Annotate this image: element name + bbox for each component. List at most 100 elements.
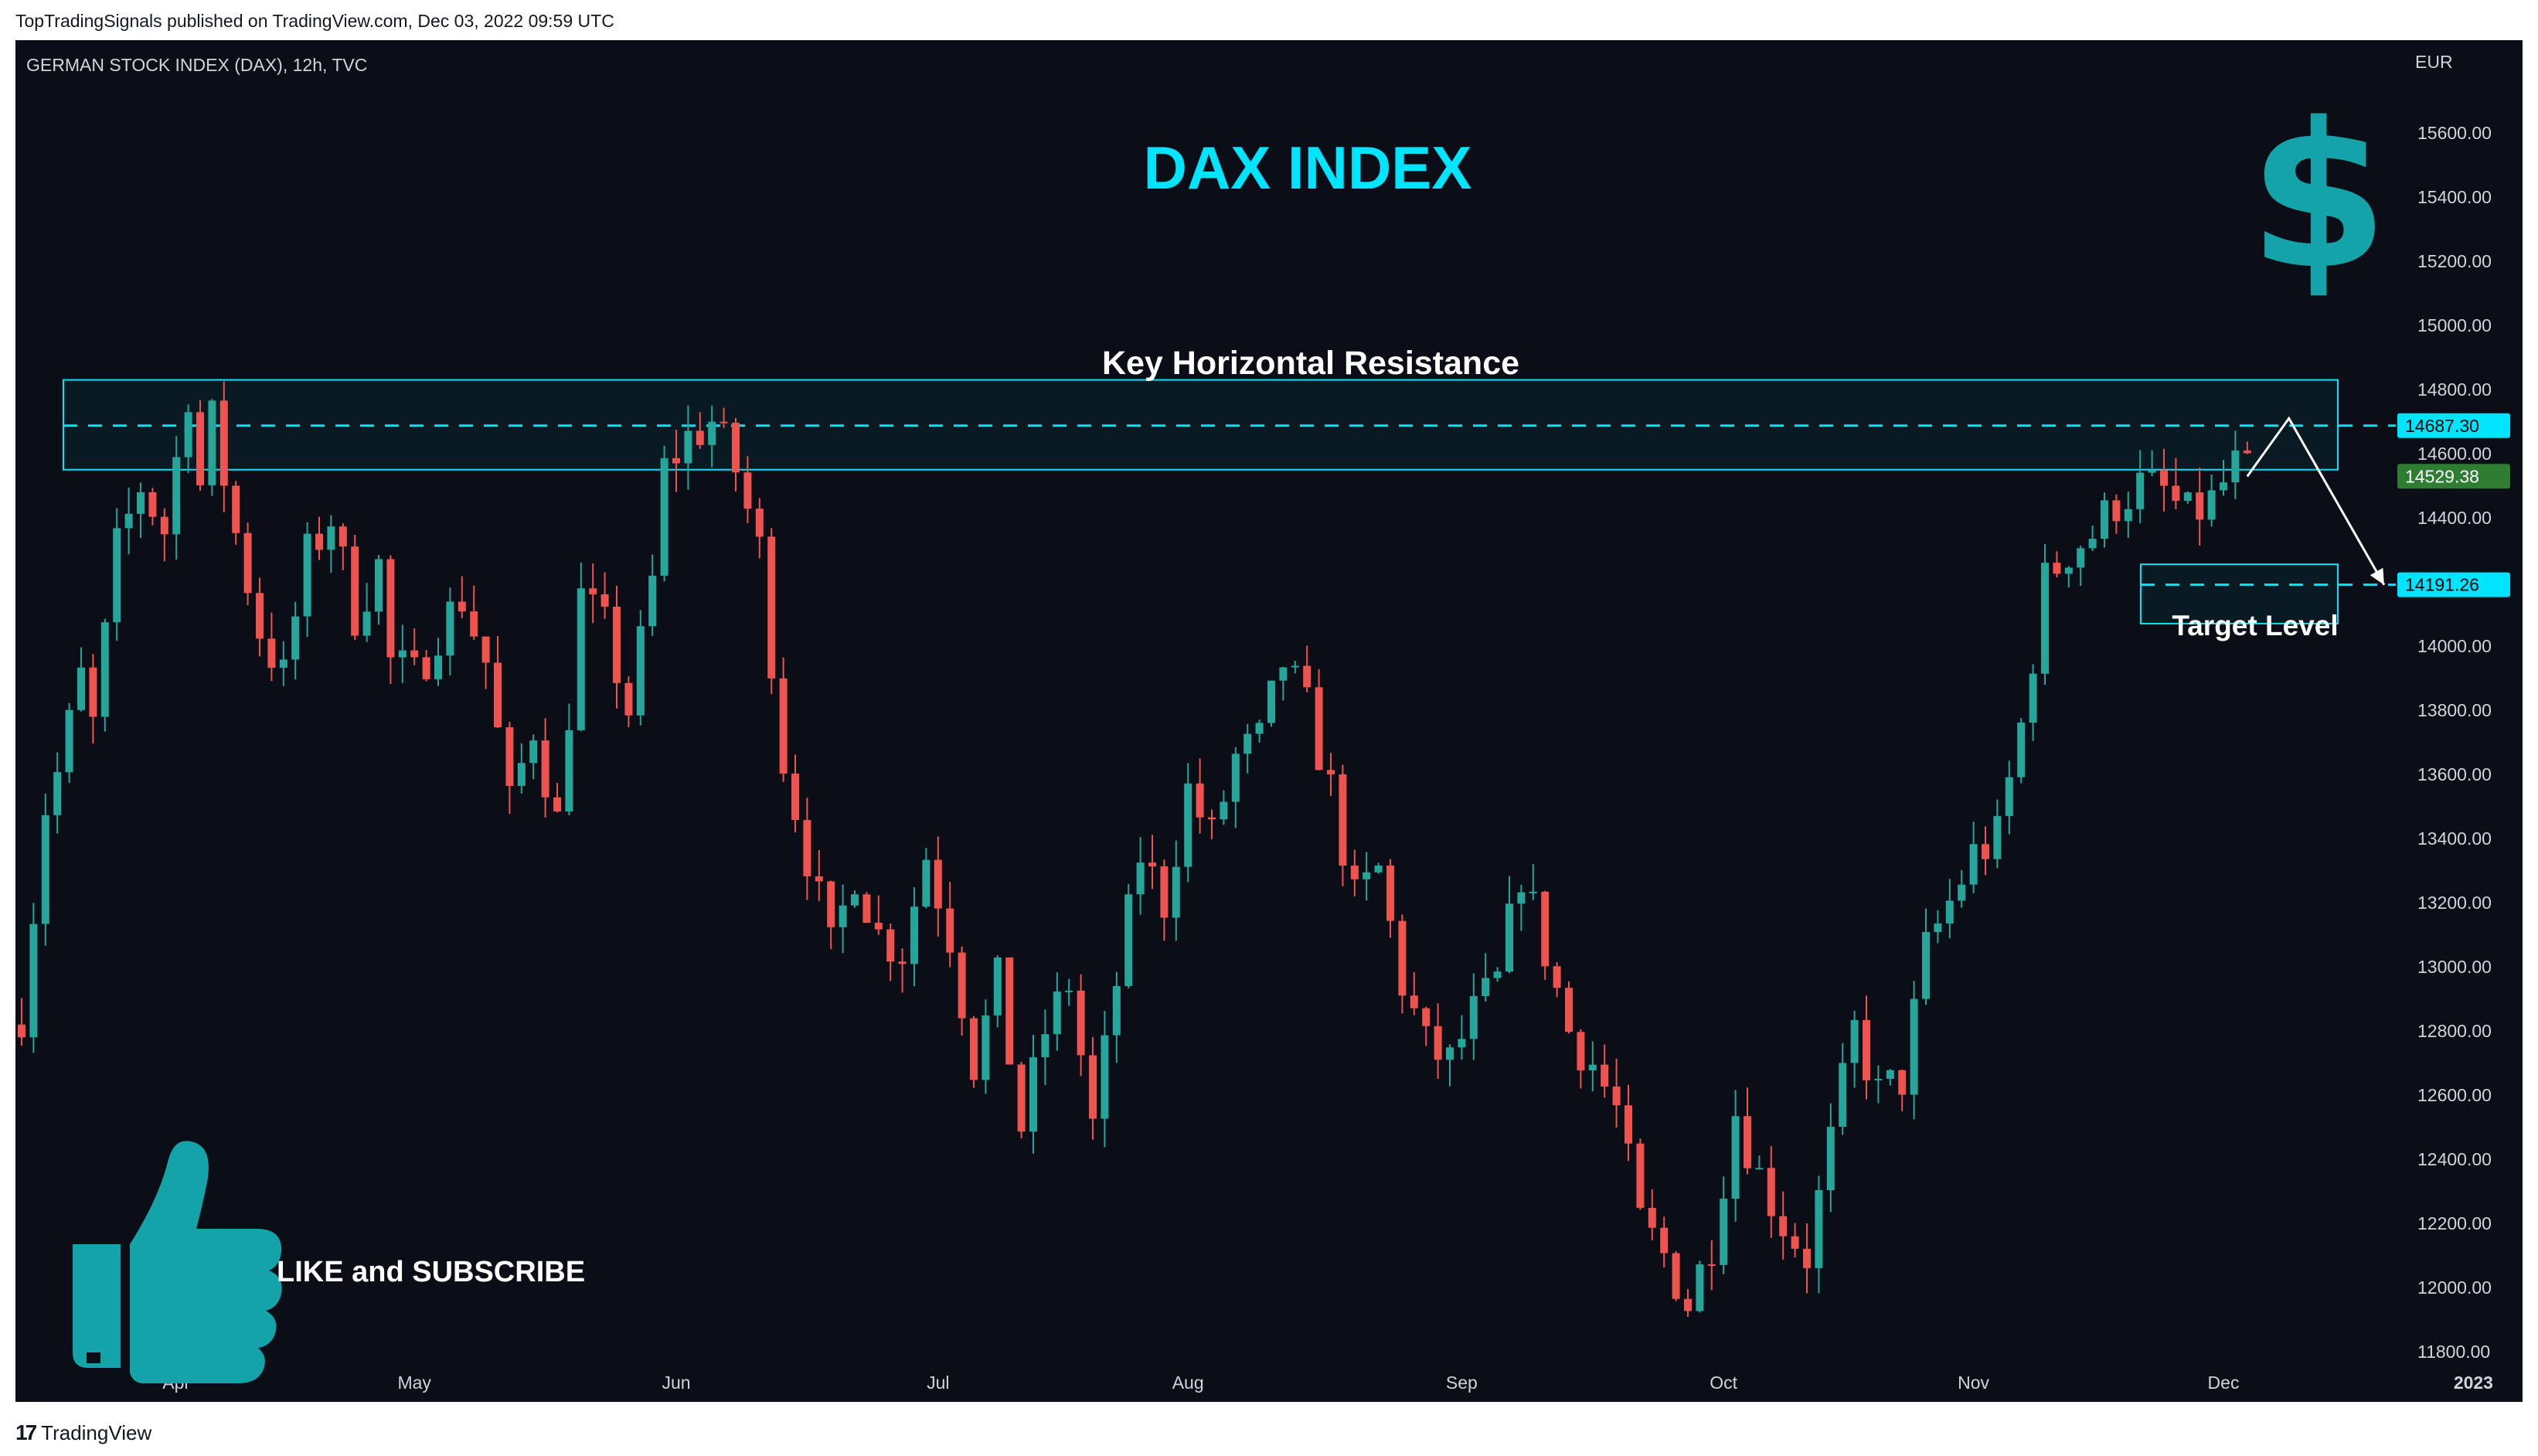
candle-body <box>1148 862 1156 867</box>
footer-brand[interactable]: TradingView <box>41 1420 152 1444</box>
candle-body <box>791 773 799 821</box>
candle-body <box>1327 770 1335 775</box>
candle-body <box>1529 891 1537 893</box>
candle-body <box>946 908 954 953</box>
candle-body <box>1731 1116 1740 1199</box>
candle-body <box>2243 450 2251 454</box>
resistance-price-tag <box>2397 413 2510 438</box>
tradingview-logo-icon: 17 <box>15 1420 37 1444</box>
y-tick-label: 12000.00 <box>2417 1277 2492 1298</box>
candle-body <box>398 650 407 658</box>
candle-body <box>803 820 811 876</box>
resistance-label: Key Horizontal Resistance <box>1102 345 1519 382</box>
candle-body <box>2053 563 2061 574</box>
candle-body <box>243 532 252 594</box>
candle-body <box>1565 988 1573 1032</box>
target-zone <box>2140 563 2339 624</box>
candle-body <box>315 533 323 550</box>
candle-body <box>375 559 383 612</box>
candle-body <box>327 526 335 550</box>
candle-body <box>958 952 966 1019</box>
candle-body <box>1863 1019 1870 1080</box>
candle-body <box>684 430 692 464</box>
candle-body <box>2101 500 2108 539</box>
candle-body <box>565 730 573 812</box>
x-tick-label: Sep <box>1446 1373 1478 1393</box>
candle-body <box>2088 539 2097 549</box>
candle-body <box>1684 1298 1692 1311</box>
candle-body <box>1315 687 1323 771</box>
candle-body <box>410 650 419 658</box>
y-tick-label: 13800.00 <box>2417 700 2492 720</box>
candle-body <box>434 655 442 679</box>
candle-body <box>1493 971 1502 978</box>
thumbs-up-icon <box>73 1141 282 1383</box>
candle-body <box>219 400 228 486</box>
candle-body <box>2077 548 2085 568</box>
candle-body <box>279 659 287 668</box>
candle-body <box>529 740 538 764</box>
price-tags: 14687.30 14529.38 14191.26 <box>2397 413 2510 597</box>
candle-body <box>2183 492 2192 502</box>
candle-body <box>1648 1207 1656 1228</box>
chart-title: DAX INDEX <box>1144 134 1472 202</box>
candle-body <box>446 601 454 656</box>
candle-body <box>2148 470 2156 473</box>
candle-body <box>1886 1070 1894 1080</box>
candle-body <box>1291 665 1299 668</box>
candle-body <box>1815 1190 1823 1268</box>
candle-body <box>1410 995 1418 1009</box>
candle-body <box>1434 1026 1442 1060</box>
candle-body <box>577 588 585 730</box>
candle-body <box>1446 1047 1454 1060</box>
candle-body <box>89 667 97 717</box>
chart-panel[interactable]: GERMAN STOCK INDEX (DAX), 12h, TVC EUR D… <box>15 40 2523 1402</box>
candle-body <box>1077 990 1085 1056</box>
candle-body <box>124 513 133 529</box>
candle-body <box>1601 1064 1609 1087</box>
candle-body <box>1065 990 1073 992</box>
footer: 17 TradingView <box>15 1420 151 1445</box>
candle-body <box>2029 673 2037 723</box>
candle-body <box>386 559 395 658</box>
candle-body <box>1255 723 1264 734</box>
currency-label: EUR <box>2415 52 2453 72</box>
x-tick-label: Jun <box>662 1373 690 1393</box>
candle-body <box>1577 1032 1585 1071</box>
candle-body <box>351 546 359 636</box>
candle-body <box>2231 450 2240 483</box>
cta-text[interactable]: LIKE and SUBSCRIBE <box>277 1256 585 1288</box>
candle-body <box>1208 817 1216 820</box>
candle-body <box>1839 1063 1847 1128</box>
candle-body <box>1517 892 1526 904</box>
candle-body <box>1934 923 1942 932</box>
candle-body <box>1482 978 1490 996</box>
candle-body <box>1850 1019 1859 1063</box>
publish-info: TopTradingSignals published on TradingVi… <box>15 11 614 31</box>
candle-body <box>172 457 181 535</box>
target-price-text: 14191.26 <box>2405 575 2479 595</box>
x-tick-label: Dec <box>2208 1373 2240 1393</box>
dax-chart[interactable]: GERMAN STOCK INDEX (DAX), 12h, TVC EUR D… <box>15 40 2523 1402</box>
zones <box>63 379 2396 624</box>
candle-body <box>1636 1143 1645 1208</box>
y-tick-label: 13600.00 <box>2417 764 2492 784</box>
candle-body <box>934 859 942 909</box>
y-tick-label: 12800.00 <box>2417 1021 2492 1041</box>
candle-body <box>41 815 49 924</box>
candle-body <box>648 575 657 627</box>
y-tick-label: 11800.00 <box>2417 1342 2490 1362</box>
candle-body <box>1089 1055 1097 1119</box>
current-price-tag <box>2397 464 2510 489</box>
candle-body <box>755 509 764 537</box>
candle-body <box>1982 844 1989 859</box>
candle-body <box>779 678 788 774</box>
candle-body <box>910 907 918 964</box>
candle-body <box>2207 490 2216 520</box>
candle-body <box>137 492 145 514</box>
candle-body <box>160 516 168 535</box>
candle-body <box>505 727 514 786</box>
candle-body <box>1422 1008 1431 1026</box>
candle-body <box>624 682 633 716</box>
candle-body <box>541 740 549 798</box>
